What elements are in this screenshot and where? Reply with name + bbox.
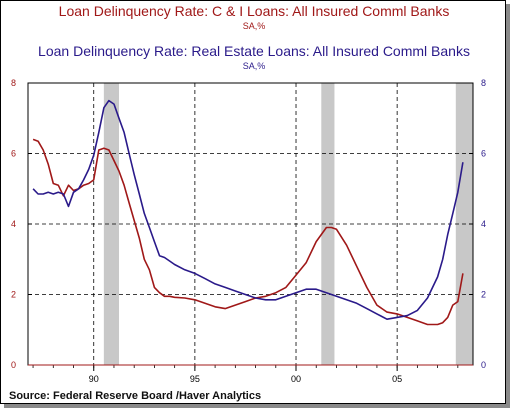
y-tick-label-right-8: 8 bbox=[481, 78, 486, 88]
chart-units-2: SA,% bbox=[242, 61, 266, 71]
x-tick-label-05: 05 bbox=[392, 374, 402, 384]
x-tick-label-00: 00 bbox=[291, 374, 301, 384]
y-tick-label-left-8: 8 bbox=[11, 78, 16, 88]
y-tick-label-left-6: 6 bbox=[11, 149, 16, 159]
y-tick-label-left-0: 0 bbox=[11, 360, 16, 370]
y-tick-label-left-2: 2 bbox=[11, 290, 16, 300]
frame-shadow-bottom bbox=[4, 404, 510, 408]
y-tick-label-right-0: 0 bbox=[481, 360, 486, 370]
y-tick-label-left-4: 4 bbox=[11, 219, 16, 229]
series-line-0 bbox=[32, 138, 464, 326]
series-line-1 bbox=[32, 99, 464, 321]
y-tick-label-right-2: 2 bbox=[481, 290, 486, 300]
chart-title-1: Loan Delinquency Rate: C & I Loans: All … bbox=[58, 3, 450, 19]
y-tick-label-right-6: 6 bbox=[481, 149, 486, 159]
chart-source: Source: Federal Reserve Board /Haver Ana… bbox=[9, 390, 262, 402]
x-tick-label-95: 95 bbox=[190, 374, 200, 384]
frame-shadow-right bbox=[506, 4, 510, 408]
chart-units-1: SA,% bbox=[242, 21, 266, 31]
y-tick-label-right-4: 4 bbox=[481, 219, 486, 229]
chart-title-2: Loan Delinquency Rate: Real Estate Loans… bbox=[38, 43, 470, 59]
x-tick-label-90: 90 bbox=[89, 374, 99, 384]
